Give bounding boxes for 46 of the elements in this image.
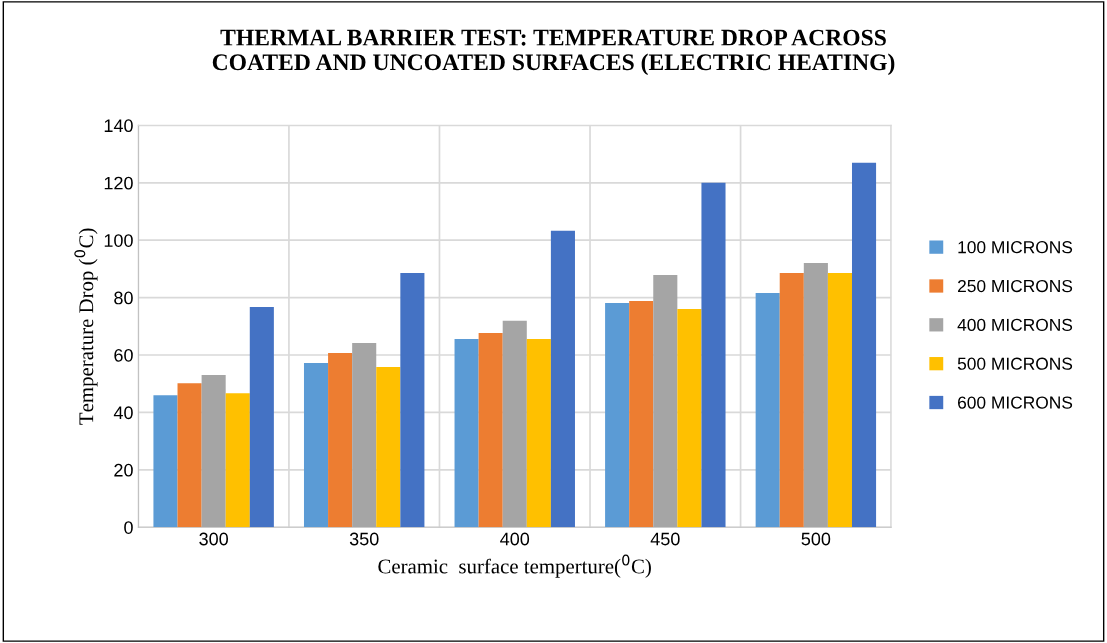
bar — [851, 162, 877, 528]
bar — [629, 301, 654, 528]
bar — [201, 375, 226, 528]
x-tick-label: 300 — [199, 532, 229, 546]
bar — [352, 342, 377, 528]
legend-label: 250 MICRONS — [957, 279, 1073, 293]
bar — [701, 182, 726, 528]
bar — [225, 393, 250, 528]
y-axis-title: Temperature Drop ($^{0}$C) — [74, 228, 98, 425]
bar — [605, 303, 630, 528]
legend-label: 600 MICRONS — [958, 396, 1073, 409]
bar — [827, 272, 852, 528]
y-tick-label: 20 — [114, 463, 133, 477]
y-tick-label: 80 — [114, 291, 133, 305]
bar — [550, 230, 575, 528]
bar — [502, 320, 527, 528]
bar — [328, 353, 353, 528]
bar — [177, 383, 202, 528]
bar — [755, 293, 780, 528]
x-tick-label: 350 — [349, 532, 379, 546]
legend-label: 500 MICRONS — [957, 357, 1073, 370]
legend-label: 100 MICRONS — [958, 241, 1073, 254]
bar — [454, 338, 479, 528]
y-tick-label: 40 — [113, 406, 133, 420]
x-tick-label: 400 — [500, 532, 530, 546]
chart-title: THERMAL BARRIER TEST: TEMPERATURE DROP ACROSS COATED AND UNCOATED SURFACES (ELECTRIC HEATING) — [212, 29, 895, 76]
bar — [526, 338, 551, 528]
bar — [677, 309, 702, 528]
y-tick-label: 60 — [114, 348, 133, 362]
x-tick-label: 450 — [650, 532, 680, 546]
bar — [303, 363, 329, 528]
y-tick-label: 120 — [104, 176, 133, 190]
x-axis-title: Ceramic surface temperture($^{0}$C) — [378, 554, 651, 578]
bar — [400, 272, 425, 528]
bar — [779, 272, 804, 528]
y-tick-label: 0 — [124, 521, 133, 534]
legend-label: 400 MICRONS — [957, 318, 1073, 332]
bar — [376, 367, 401, 528]
bar — [803, 262, 828, 528]
x-tick-label: 500 — [801, 532, 831, 546]
bar — [478, 332, 503, 528]
y-tick-label: 140 — [104, 119, 133, 133]
y-tick-label: 100 — [104, 234, 133, 247]
bar — [153, 395, 178, 528]
bar — [653, 274, 678, 528]
bar — [249, 307, 274, 528]
